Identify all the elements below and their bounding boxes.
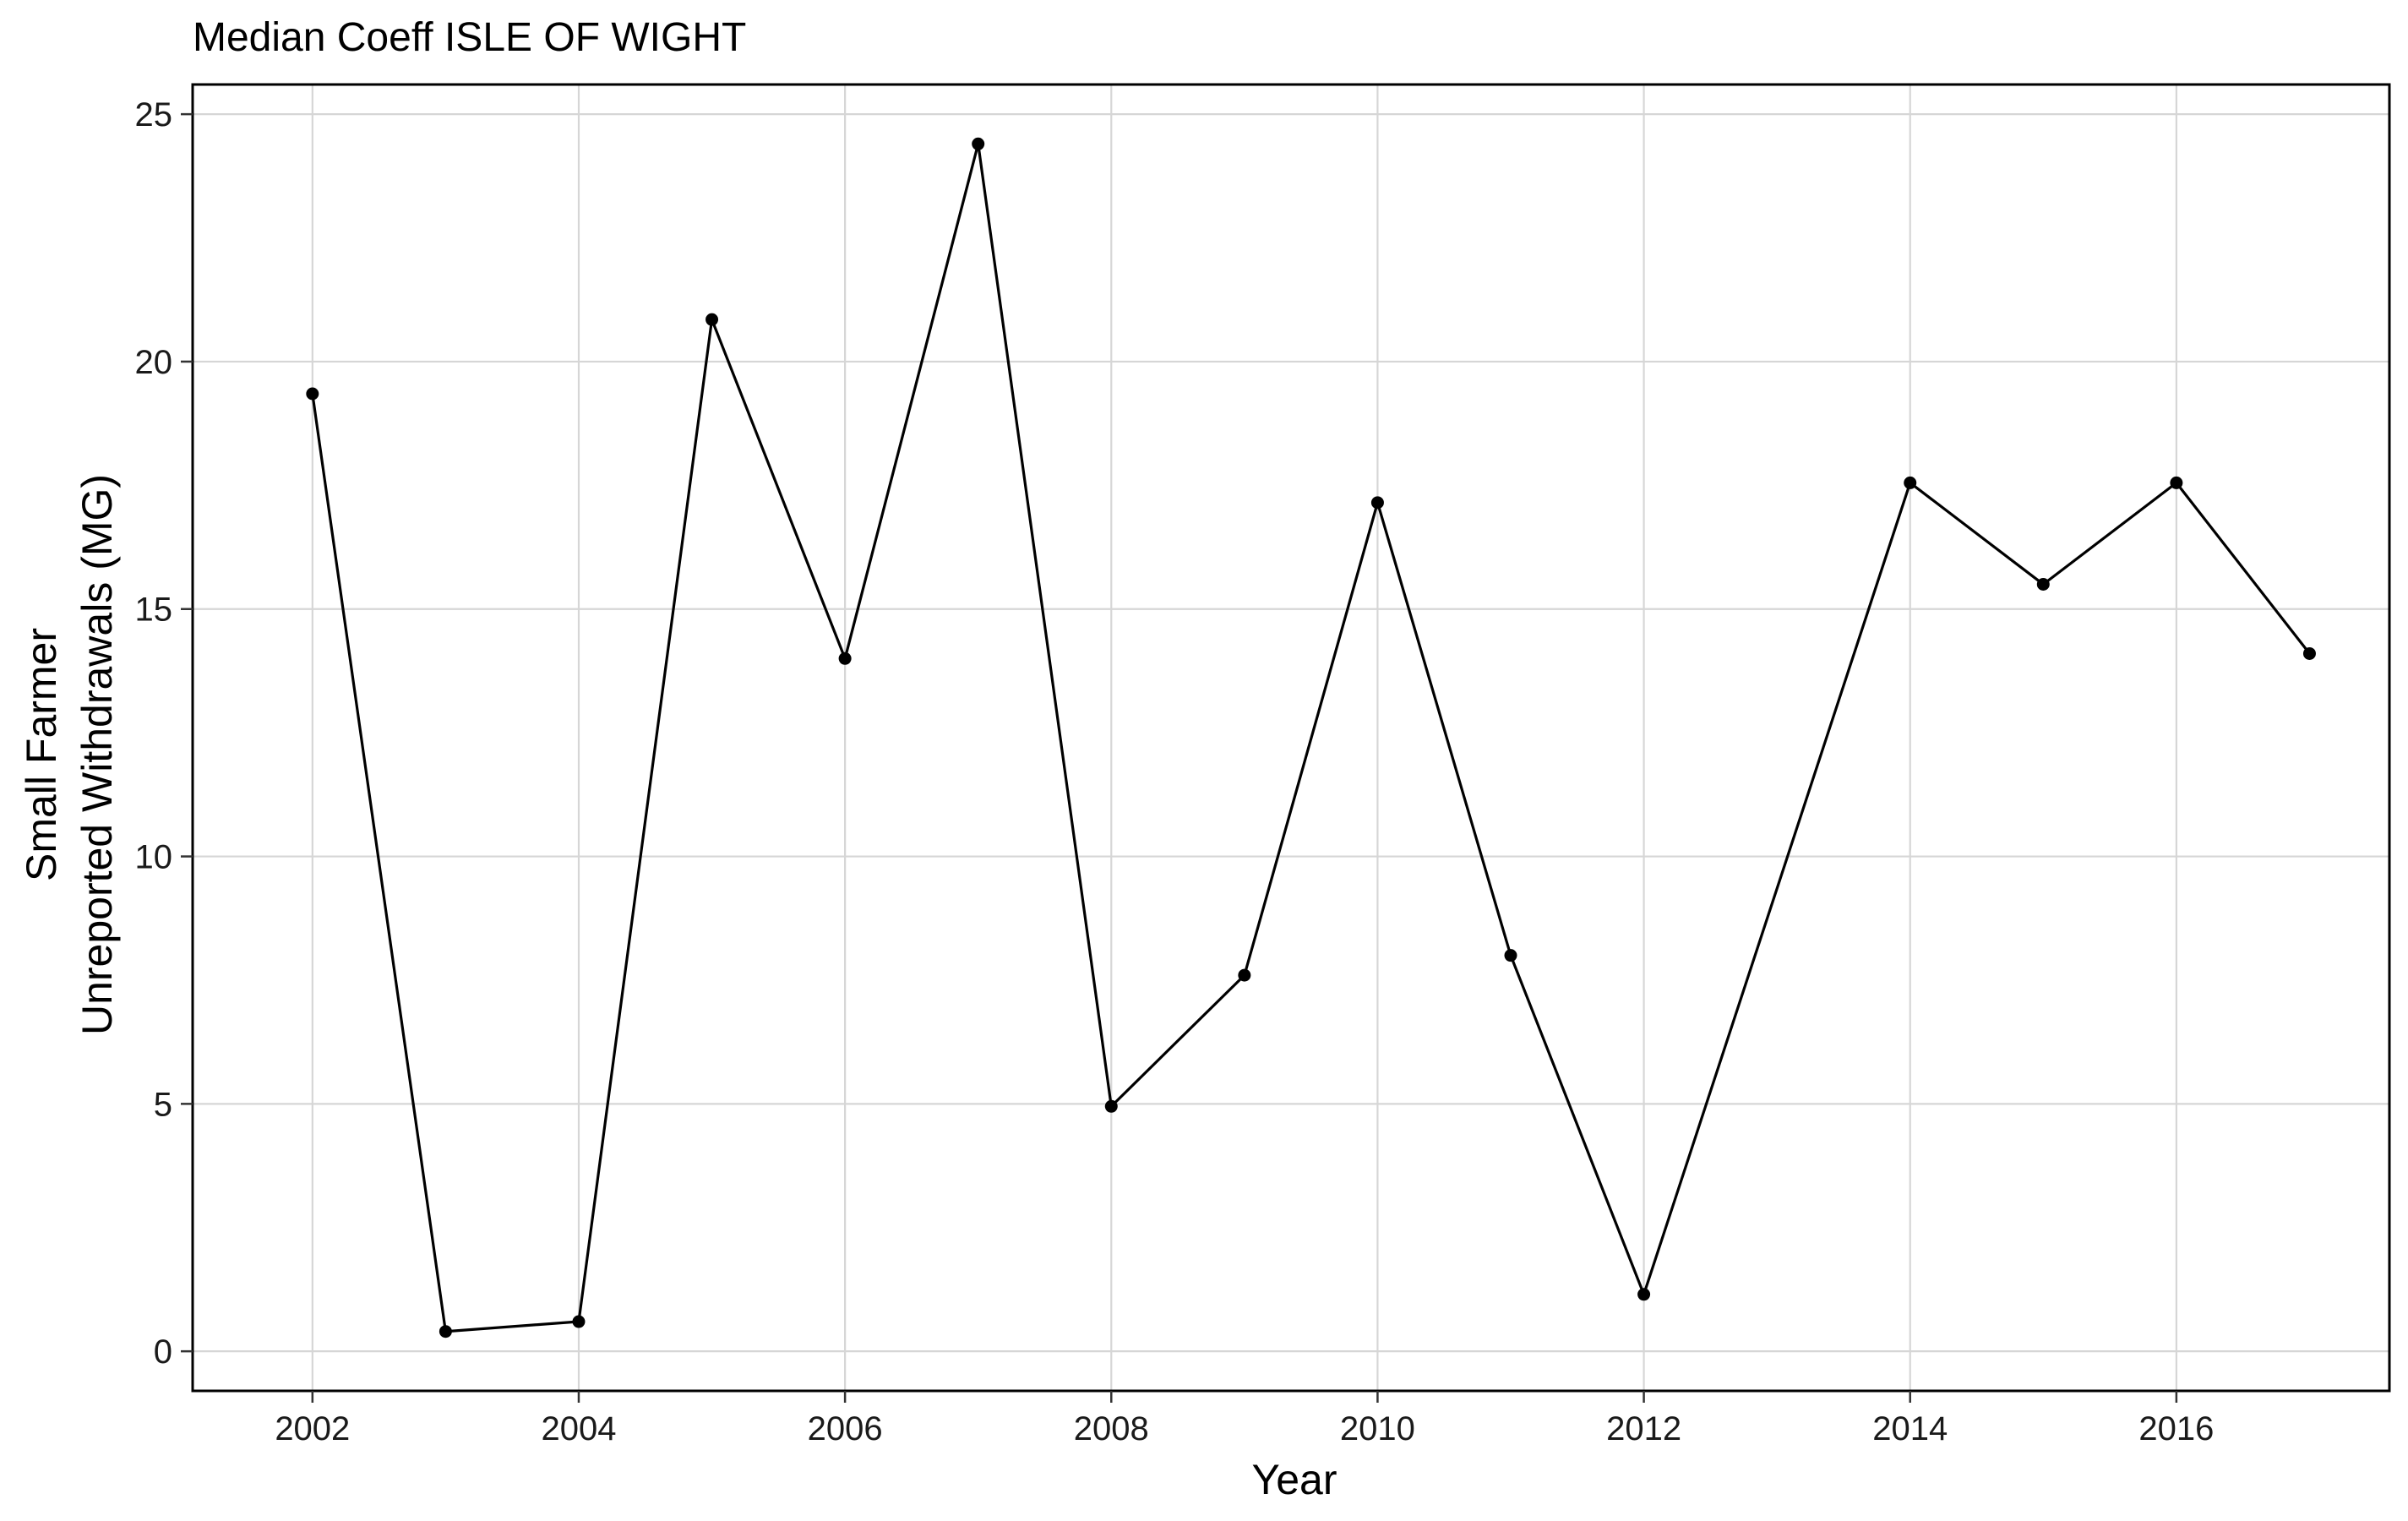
x-tick-label: 2016 [2138, 1410, 2214, 1447]
chart-title: Median Coeff ISLE OF WIGHT [193, 15, 746, 60]
plot-panel-border [191, 83, 2391, 1393]
data-point [1104, 1099, 1118, 1113]
x-tick-label: 2002 [275, 1410, 350, 1447]
y-tick-label: 20 [135, 344, 173, 381]
data-point [972, 137, 985, 150]
y-tick-label: 0 [154, 1333, 172, 1371]
y-axis: 0 5 10 15 20 25 [135, 96, 193, 1371]
series-layer [306, 137, 2316, 1338]
data-point [1504, 949, 1517, 962]
data-point [1904, 476, 1917, 489]
x-tick-label: 2006 [808, 1410, 883, 1447]
x-tick-label: 2008 [1074, 1410, 1149, 1447]
x-axis: 2002 2004 2006 2008 2010 2012 2014 2016 [275, 1391, 2214, 1447]
data-point [706, 313, 719, 326]
data-point [572, 1315, 586, 1328]
data-point [2302, 646, 2316, 660]
data-point [1238, 968, 1251, 982]
data-point [1637, 1288, 1651, 1301]
y-axis-title-line-1: Small Farmer [18, 628, 65, 881]
y-axis-title-line-2: Unreported Withdrawals (MG) [74, 474, 121, 1035]
data-point [439, 1325, 452, 1338]
y-tick-label: 5 [154, 1086, 172, 1123]
x-tick-label: 2012 [1606, 1410, 1681, 1447]
y-tick-label: 10 [135, 839, 173, 876]
y-tick-label: 15 [135, 592, 173, 629]
series-line [311, 142, 2311, 1333]
data-point [2036, 577, 2050, 591]
data-point [838, 651, 852, 665]
data-point [2170, 476, 2183, 489]
x-axis-title: Year [1251, 1456, 1337, 1503]
y-tick-label: 25 [135, 96, 173, 134]
x-tick-label: 2010 [1340, 1410, 1415, 1447]
data-point [306, 387, 319, 401]
x-tick-label: 2004 [541, 1410, 616, 1447]
y-axis-title: Small Farmer Unreported Withdrawals (MG) [18, 474, 121, 1035]
x-tick-label: 2014 [1872, 1410, 1948, 1447]
gridlines [193, 84, 2389, 1391]
data-point [1370, 496, 1384, 510]
